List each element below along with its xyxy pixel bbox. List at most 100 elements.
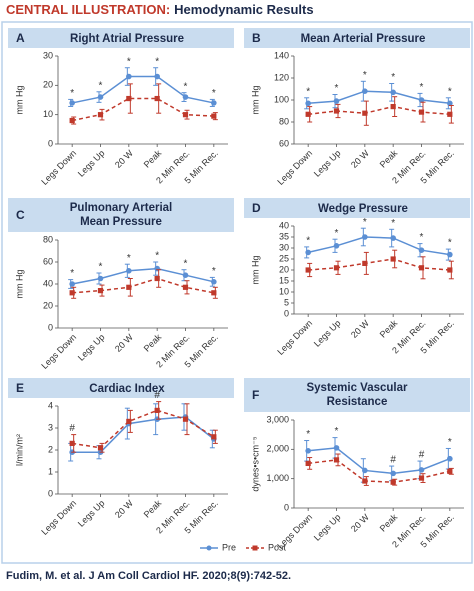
y-tick-label: 4 — [48, 400, 53, 410]
significance-marker: * — [155, 56, 159, 67]
panel-title-bar — [244, 378, 470, 412]
panel-title: Wedge Pressure — [318, 203, 408, 215]
panel-title-line: Mean Pressure — [80, 216, 162, 228]
point — [182, 416, 189, 422]
point — [447, 100, 453, 107]
panel-title-bar — [8, 198, 234, 232]
point — [154, 275, 160, 282]
y-tick-label: 140 — [274, 50, 289, 60]
point — [418, 265, 425, 271]
series-line — [308, 90, 450, 105]
y-tick-label: 35 — [279, 231, 289, 241]
significance-marker: * — [184, 258, 188, 269]
significance-marker: * — [448, 238, 452, 249]
y-tick-label: 40 — [279, 220, 289, 230]
point — [447, 267, 453, 273]
significance-marker: * — [212, 266, 216, 277]
y-tick-label: 2,000 — [266, 444, 289, 454]
panel-title: Pulmonary Arterial Mean Pressure — [70, 202, 172, 228]
point — [333, 265, 340, 271]
series-line — [308, 459, 451, 483]
legend-swatch — [252, 545, 258, 551]
y-tick-label: 20 — [43, 300, 53, 310]
point — [447, 111, 453, 117]
point — [305, 100, 311, 107]
point — [69, 117, 75, 124]
figure-border — [1, 21, 473, 564]
point — [182, 284, 189, 290]
series-line — [308, 447, 451, 475]
panel-title-line: Resistance — [327, 396, 388, 408]
point — [126, 268, 132, 274]
point — [447, 251, 453, 258]
series-line — [72, 267, 215, 285]
point — [154, 407, 160, 413]
y-tick-label: 30 — [279, 242, 289, 252]
y-tick-label: 0 — [284, 502, 289, 512]
y-tick-label: 30 — [43, 50, 53, 60]
panel-title-line: Pulmonary Arterial — [70, 202, 172, 214]
point — [390, 256, 396, 262]
citation: Fudim, M. et al. J Am Coll Cardiol HF. 2… — [6, 570, 291, 582]
y-tick-label: 0 — [48, 138, 53, 148]
point — [418, 475, 425, 481]
point — [390, 89, 396, 96]
point — [182, 272, 189, 279]
y-tick-label: 5 — [284, 297, 289, 307]
significance-marker: * — [155, 251, 159, 262]
point — [305, 448, 311, 454]
point — [154, 73, 160, 80]
y-tick-label: 0 — [48, 322, 53, 332]
point — [182, 94, 189, 100]
point — [97, 275, 104, 282]
significance-marker: # — [69, 423, 75, 434]
point — [418, 109, 425, 115]
y-tick-label: 120 — [274, 72, 289, 82]
panel-title: Cardiac Index — [89, 383, 165, 395]
point — [418, 247, 425, 253]
significance-marker: * — [335, 228, 339, 239]
point — [362, 260, 368, 266]
point — [154, 95, 160, 102]
point — [333, 98, 340, 104]
point — [305, 267, 311, 273]
y-tick-label: 80 — [279, 116, 289, 126]
point — [362, 110, 368, 116]
y-tick-label: 10 — [279, 286, 289, 296]
point — [390, 479, 396, 485]
point — [333, 445, 340, 451]
point — [305, 111, 311, 117]
point — [333, 108, 340, 114]
point — [69, 281, 75, 287]
significance-marker: * — [335, 426, 339, 437]
significance-marker: * — [448, 437, 452, 448]
panel-title-bar — [244, 198, 470, 218]
significance-marker: * — [420, 232, 424, 243]
y-axis-label: mm Hg — [250, 86, 260, 115]
significance-marker: * — [391, 218, 395, 229]
y-axis-label: mm Hg — [14, 270, 24, 299]
point — [447, 455, 453, 462]
series-line — [72, 97, 214, 122]
header-title: Hemodynamic Results — [174, 2, 313, 17]
point — [126, 73, 132, 80]
header-label: CENTRAL ILLUSTRATION: — [6, 2, 170, 17]
significance-marker: # — [154, 390, 160, 401]
significance-marker: * — [70, 268, 74, 279]
point — [126, 95, 132, 102]
point — [69, 290, 75, 296]
significance-marker: * — [70, 88, 74, 99]
y-axis-label: mm Hg — [250, 256, 260, 285]
point — [69, 100, 75, 106]
significance-marker: * — [99, 80, 103, 91]
significance-marker: * — [335, 83, 339, 94]
significance-marker: * — [420, 82, 424, 93]
point — [211, 434, 217, 440]
panel-letter: F — [252, 388, 259, 402]
series-line — [72, 416, 215, 453]
legend-label: Pre — [222, 542, 236, 552]
y-axis-label: l/min/m² — [14, 434, 24, 466]
y-tick-label: 3,000 — [266, 414, 289, 424]
panel-title-bar — [8, 28, 234, 48]
